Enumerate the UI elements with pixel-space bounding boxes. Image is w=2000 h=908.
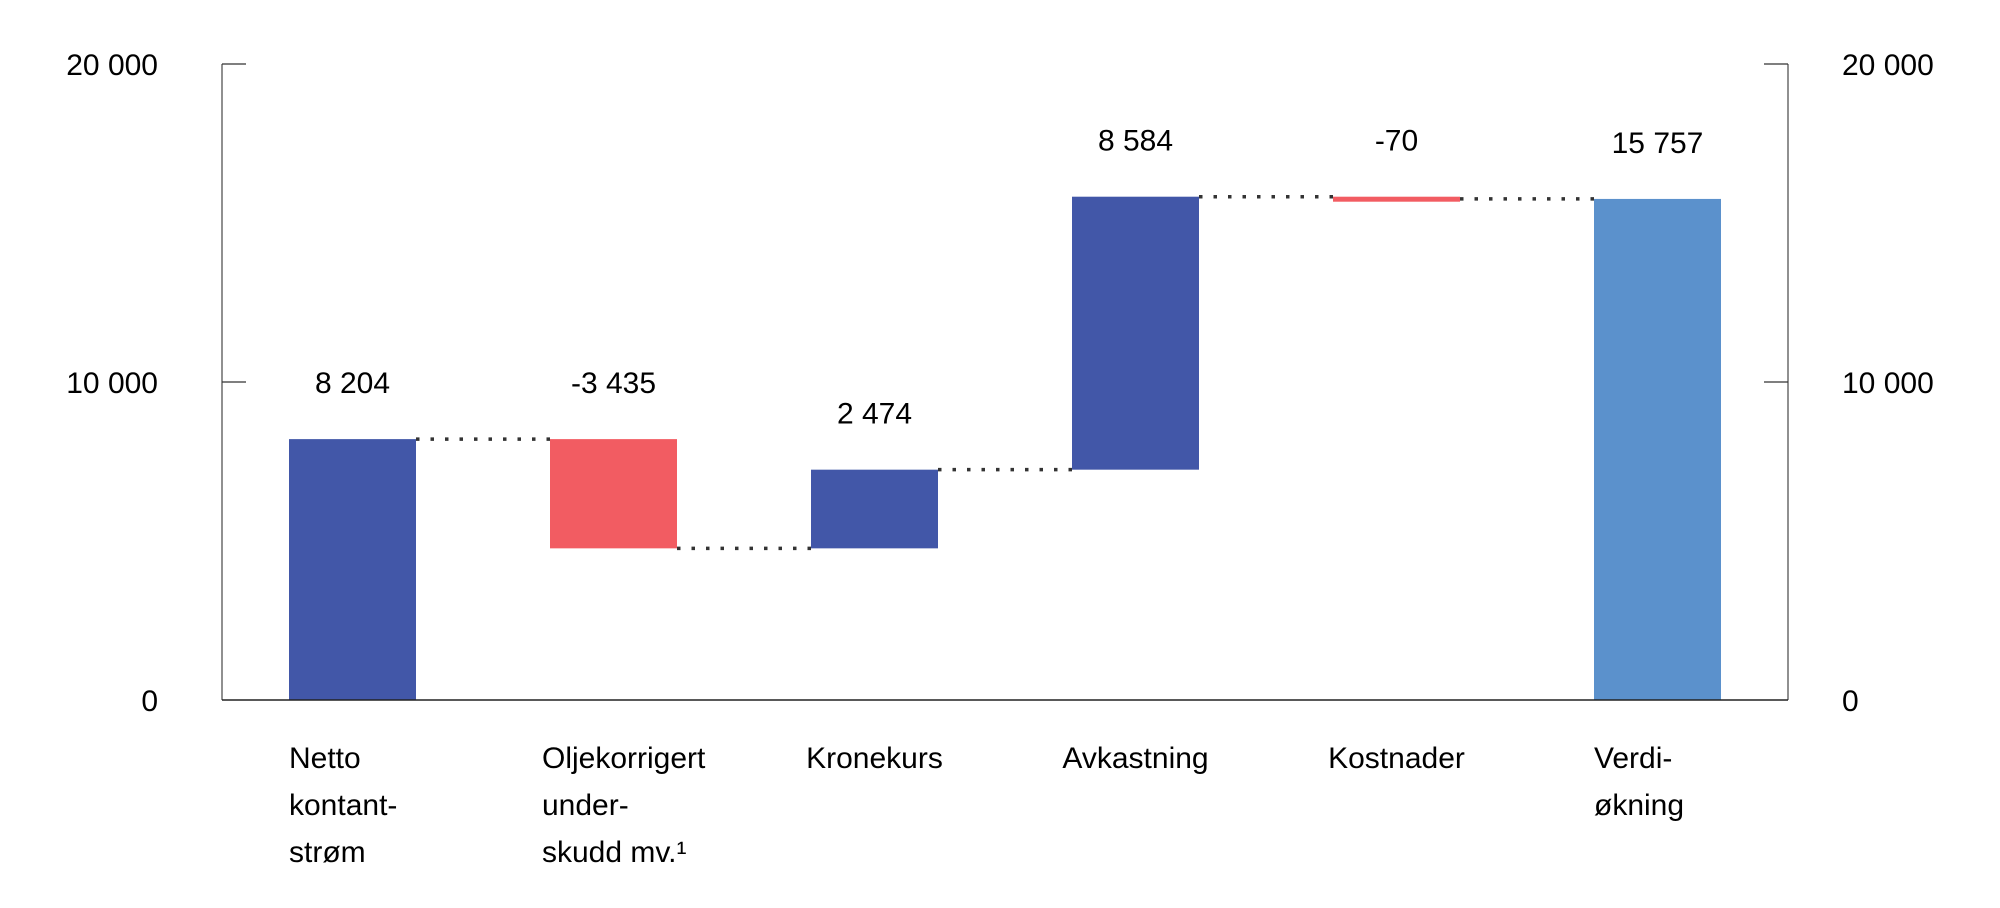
value-label: -3 435 <box>571 367 656 400</box>
value-label: 8 584 <box>1098 125 1173 158</box>
value-label: 8 204 <box>315 367 390 400</box>
bar <box>289 439 416 700</box>
bar <box>550 439 677 549</box>
right-tick-label: 20 000 <box>1842 49 1934 82</box>
left-tick-label: 0 <box>141 685 158 718</box>
category-label: Kronekurs <box>806 742 943 775</box>
bar <box>811 469 938 549</box>
bar <box>1072 196 1199 470</box>
category-label: Avkastning <box>1062 742 1208 775</box>
right-tick-label: 10 000 <box>1842 367 1934 400</box>
category-label: Verdi- <box>1594 742 1672 775</box>
category-label: Oljekorrigert <box>542 742 706 775</box>
bar <box>1594 198 1721 700</box>
category-label: Netto <box>289 742 361 775</box>
category-label: under- <box>542 789 629 822</box>
category-label: Kostnader <box>1328 742 1465 775</box>
left-tick-label: 20 000 <box>66 49 158 82</box>
value-label: 2 474 <box>837 398 912 431</box>
category-label: strøm <box>289 836 366 869</box>
category-label: økning <box>1594 789 1684 822</box>
category-label: kontant- <box>289 789 397 822</box>
value-label: -70 <box>1375 125 1418 158</box>
category-label: skudd mv.¹ <box>542 836 686 869</box>
right-tick-label: 0 <box>1842 685 1859 718</box>
value-label: 15 757 <box>1612 127 1704 160</box>
left-tick-label: 10 000 <box>66 367 158 400</box>
bar <box>1333 196 1460 202</box>
